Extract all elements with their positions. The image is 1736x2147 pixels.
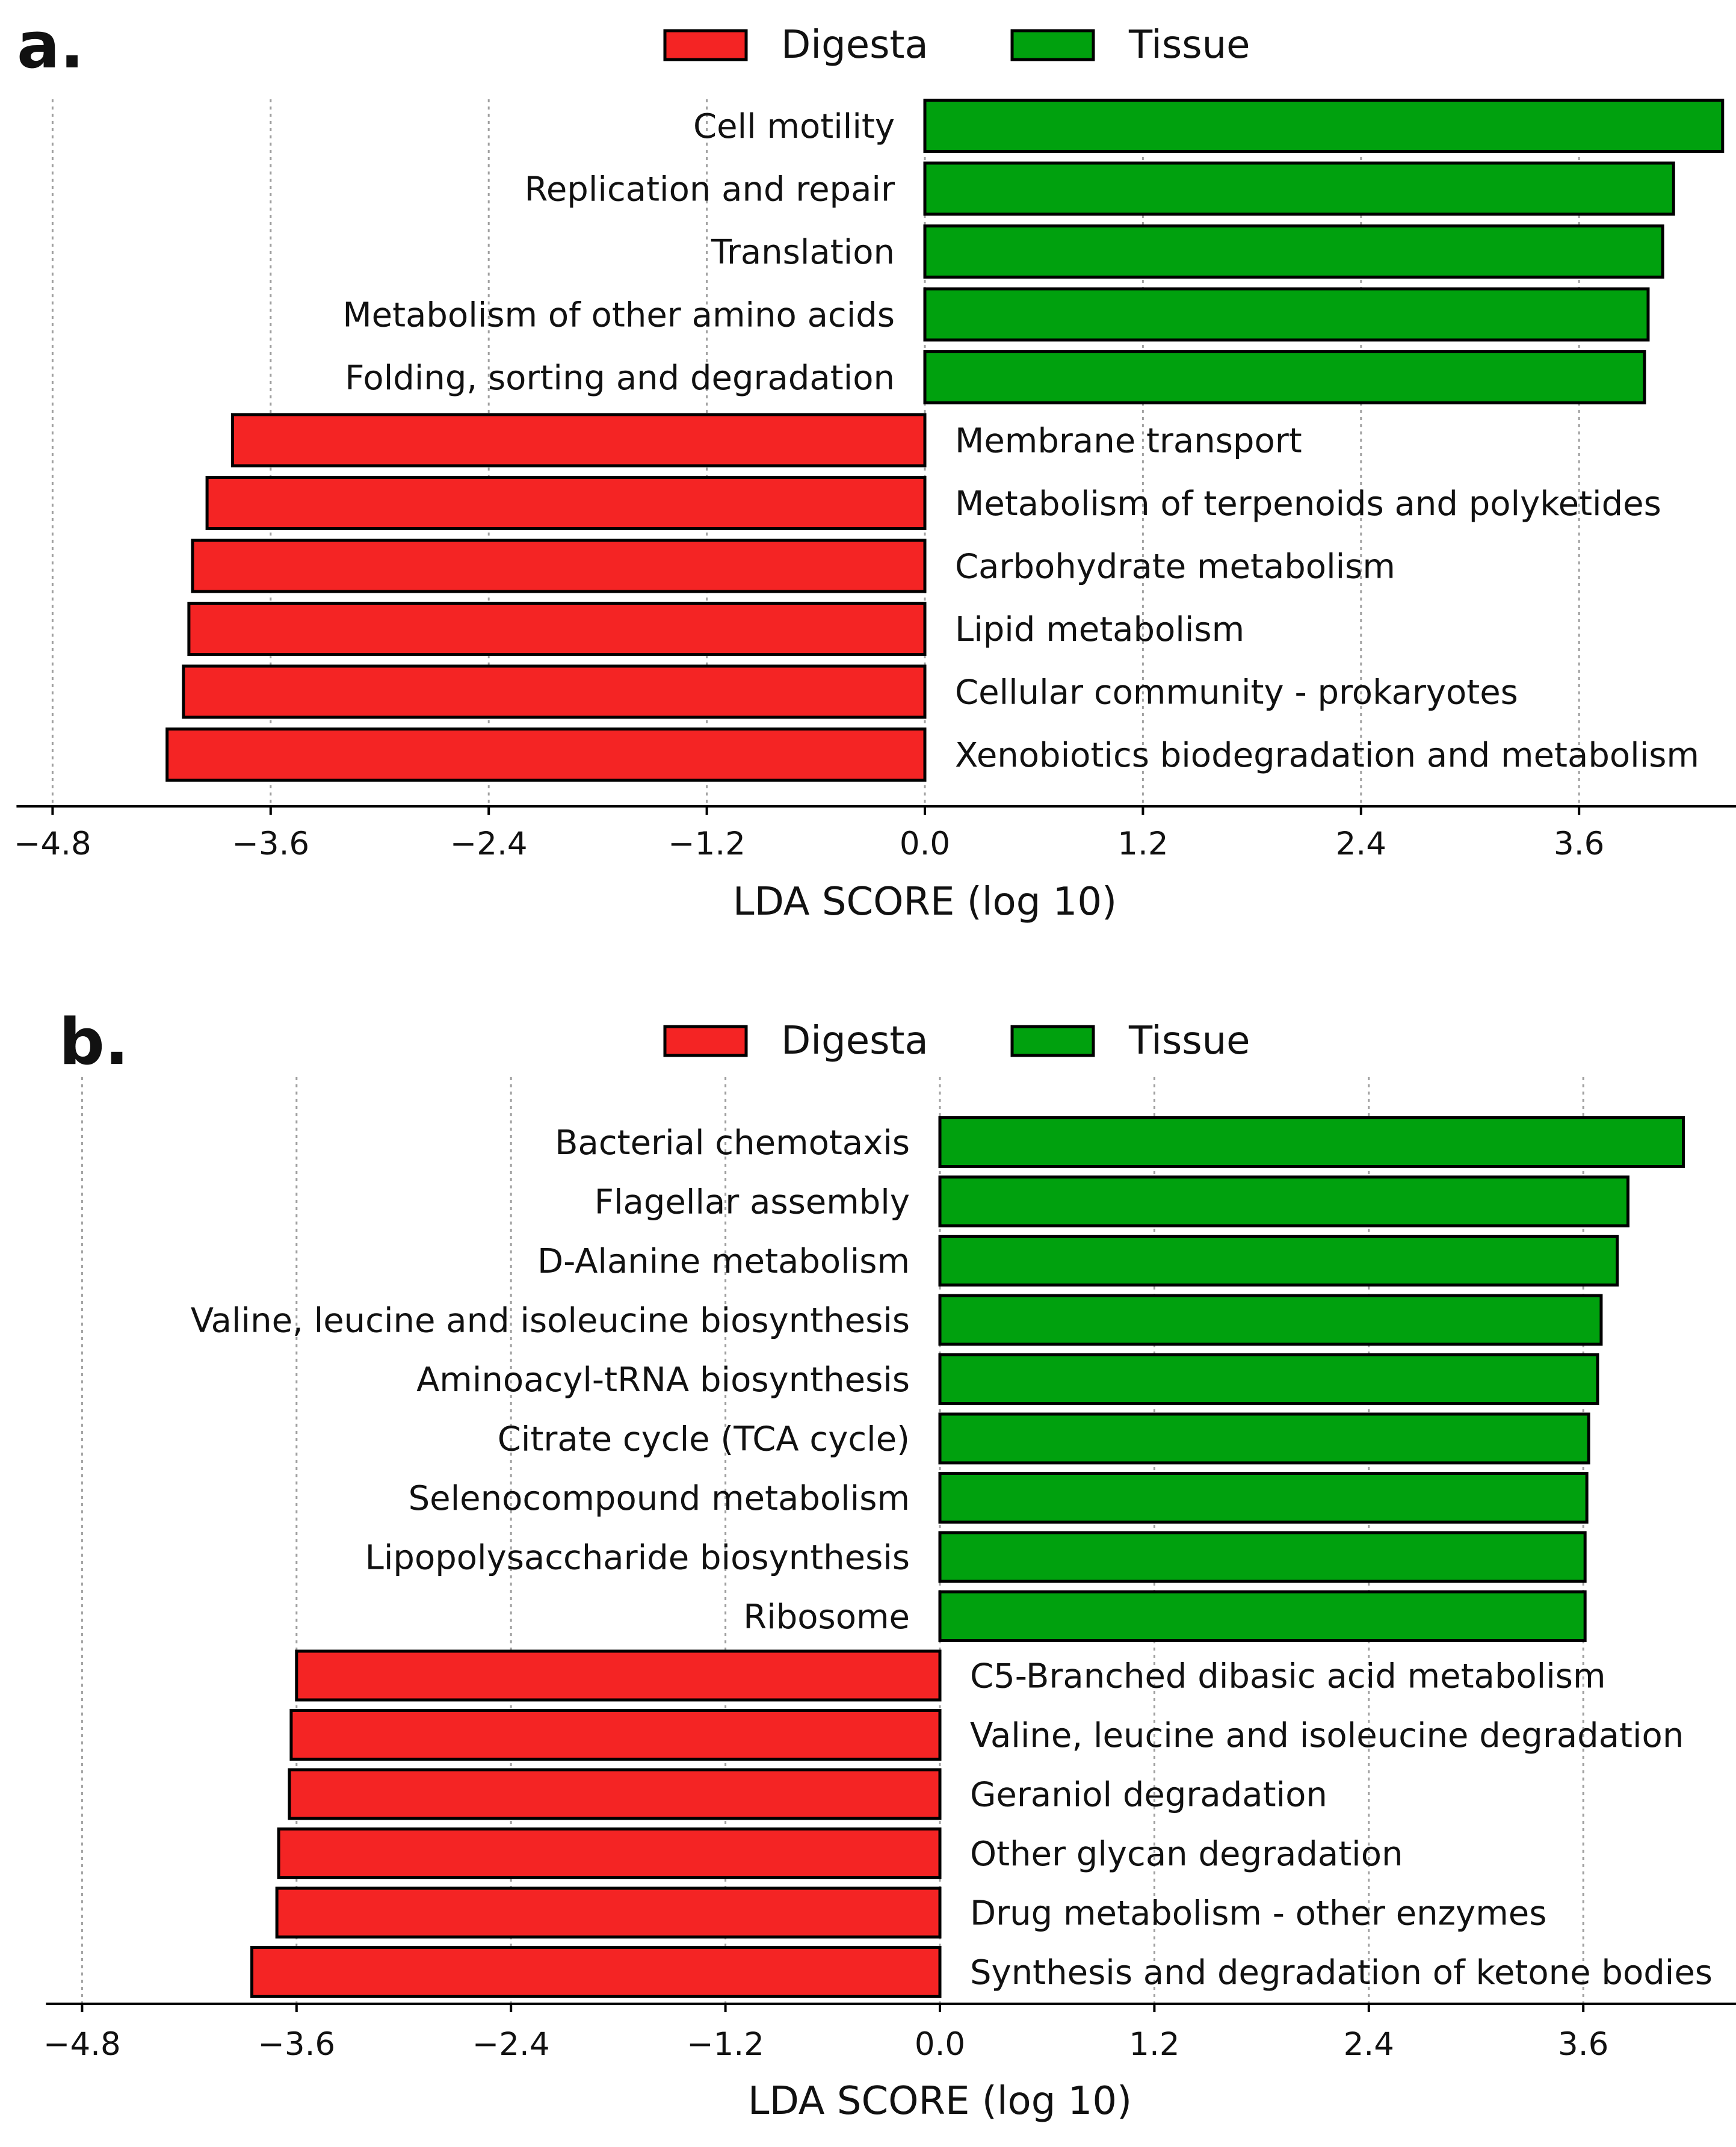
legend-label-digesta: Digesta [781,23,928,67]
category-label: Citrate cycle (TCA cycle) [498,1420,910,1459]
legend-item-tissue: Tissue [1010,23,1250,67]
bar-digesta [191,539,927,593]
legend-item-digesta: Digesta [663,23,928,67]
bar-tissue [938,1294,1603,1346]
legend-swatch-tissue [1010,29,1095,61]
bar-tissue [923,224,1664,279]
category-label: Geraniol degradation [970,1776,1327,1815]
legend-swatch-tissue [1010,1025,1095,1057]
category-label: D-Alanine metabolism [537,1242,910,1281]
category-label: Drug metabolism - other enzymes [970,1894,1546,1933]
category-label: Metabolism of other amino acids [342,296,895,335]
bar-tissue [923,99,1725,153]
category-label: Other glycan degradation [970,1835,1403,1874]
bar-tissue [938,1412,1590,1465]
bar-digesta [165,728,927,782]
category-label: C5-Branched dibasic acid metabolism [970,1657,1606,1696]
bar-tissue [923,287,1650,342]
x-tick-label: −4.8 [14,826,91,862]
category-label: Folding, sorting and degradation [345,359,895,398]
x-tick-label: 2.4 [1344,2026,1394,2063]
category-label: Xenobiotics biodegradation and metabolis… [955,736,1699,775]
legend: Digesta Tissue [663,1019,1250,1063]
category-label: Synthesis and degradation of ketone bodi… [970,1953,1713,1992]
category-label: Valine, leucine and isoleucine biosynthe… [191,1302,910,1341]
bar-digesta [288,1768,942,1820]
x-axis: −4.8−3.6−2.4−1.20.01.22.43.64.8 [43,2003,1736,2063]
bar-digesta [205,476,927,530]
legend: Digesta Tissue [663,23,1250,67]
bar-digesta [182,664,927,719]
category-label: Ribosome [743,1598,910,1637]
legend-swatch-digesta [663,29,748,61]
bar-tissue [938,1590,1587,1642]
x-axis: −4.8−3.6−2.4−1.20.01.22.43.64.8 [14,805,1736,862]
x-tick-label: −1.2 [668,826,746,862]
legend-label-digesta: Digesta [781,1019,928,1063]
bar-digesta [295,1649,942,1702]
x-tick-label: 3.6 [1554,826,1604,862]
category-label: Valine, leucine and isoleucine degradati… [970,1716,1684,1755]
category-label: Selenocompound metabolism [409,1479,910,1518]
panel-label: a. [17,8,84,82]
bar-tissue [938,1235,1619,1287]
legend-label-tissue: Tissue [1128,1019,1250,1063]
category-label: Membrane transport [955,422,1302,461]
bars: Cell motility Replication and repair Trans… [165,99,1725,782]
bar-digesta [275,1886,942,1939]
x-axis-title: LDA SCORE (log 10) [748,2079,1132,2124]
bar-tissue [938,1353,1599,1405]
category-label: Aminoacyl-tRNA biosynthesis [416,1361,910,1400]
bar-tissue [938,1531,1587,1583]
x-tick-label: −2.4 [472,2026,550,2063]
category-label: Cellular community - prokaryotes [955,673,1518,712]
x-tick-label: 1.2 [1129,2026,1179,2063]
x-tick-label: 0.0 [900,826,950,862]
bar-tissue [923,350,1646,404]
category-label: Bacterial chemotaxis [555,1123,910,1163]
category-label: Metabolism of terpenoids and polyketides [955,484,1661,524]
bars: Bacterial chemotaxis Flagellar assembly D-… [191,1116,1713,1998]
bar-digesta [289,1709,942,1761]
bar-digesta [277,1827,942,1879]
category-label: Carbohydrate metabolism [955,548,1395,587]
bar-tissue [938,1116,1685,1168]
panel-label: b. [59,1005,129,1079]
x-tick-label: 2.4 [1336,826,1386,862]
bar-digesta [187,602,927,656]
legend-swatch-digesta [663,1025,748,1057]
x-axis-title: LDA SCORE (log 10) [733,880,1117,924]
x-tick-label: −3.6 [258,2026,335,2063]
bar-digesta [230,413,927,468]
x-tick-label: −4.8 [43,2026,121,2063]
x-tick-label: 3.6 [1558,2026,1608,2063]
x-tick-label: 1.2 [1117,826,1168,862]
x-tick-label: −2.4 [450,826,528,862]
legend-label-tissue: Tissue [1128,23,1250,67]
bar-tissue [938,1472,1589,1524]
bar-tissue [923,161,1675,216]
category-label: Lipid metabolism [955,610,1244,649]
bar-digesta [250,1946,942,1998]
legend-item-tissue: Tissue [1010,1019,1250,1063]
bar-tissue [938,1175,1629,1228]
category-label: Lipopolysaccharide biosynthesis [365,1539,910,1578]
legend-item-digesta: Digesta [663,1019,928,1063]
chart-panel-a: a. Digesta Tissue Cell motility Replication … [14,8,1736,924]
category-label: Translation [711,233,895,272]
gridlines [51,99,1580,806]
category-label: Replication and repair [524,170,895,209]
category-label: Cell motility [693,107,895,146]
category-label: Flagellar assembly [595,1183,910,1222]
chart-panel-b: b. Digesta Tissue Bacterial chemotaxis Flage… [43,1005,1736,2124]
x-tick-label: −3.6 [232,826,309,862]
x-tick-label: 0.0 [915,2026,965,2063]
x-tick-label: −1.2 [687,2026,764,2063]
